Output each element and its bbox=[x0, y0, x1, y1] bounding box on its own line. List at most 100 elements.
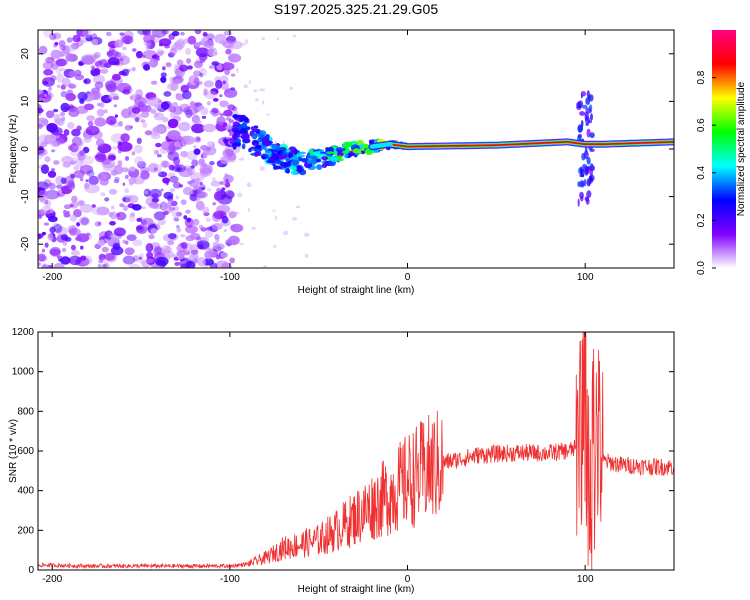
spectrogram-ridge-blob bbox=[261, 146, 266, 150]
spectrogram-noise-blob bbox=[174, 63, 181, 69]
spectrogram-noise-blob bbox=[137, 30, 149, 36]
spectrogram-noise-blob bbox=[129, 166, 136, 172]
spectrogram-noise-blob bbox=[67, 180, 75, 188]
spectrogram-noise-blob bbox=[93, 54, 99, 59]
spectrogram-noise-blob bbox=[162, 177, 171, 184]
spectrogram-noise-blob bbox=[143, 34, 155, 44]
spectrogram-noise-blob bbox=[43, 69, 54, 76]
spectrogram-noise-blob bbox=[94, 221, 102, 227]
spectrogram-noise-blob bbox=[201, 115, 207, 119]
spectrogram-noise-blob bbox=[100, 68, 109, 74]
spectrogram-noise-blob bbox=[109, 47, 116, 52]
spectrogram-noise-blob bbox=[101, 158, 116, 169]
spectrogram-noise-blob bbox=[156, 51, 163, 57]
spectrogram-noise-blob bbox=[225, 178, 229, 183]
spectrogram-noise-blob bbox=[136, 225, 145, 233]
colorbar-tick-label: 0.2 bbox=[696, 213, 707, 227]
spectrogram-noise-blob bbox=[79, 149, 85, 156]
spectrogram-noise-blob bbox=[51, 149, 56, 153]
spectrogram-noise-blob bbox=[102, 162, 117, 172]
spectrogram-noise-blob bbox=[168, 199, 173, 205]
spectrogram-noise-blob bbox=[94, 117, 106, 127]
spectrogram-ridge-blob bbox=[315, 151, 321, 156]
spectrogram-noise-blob bbox=[185, 48, 192, 55]
spectrogram-noise-blob bbox=[104, 62, 112, 69]
spectrogram-noise-blob bbox=[97, 221, 102, 226]
spectrogram-noise-blob bbox=[180, 234, 186, 238]
spectrogram-ridge-blob bbox=[271, 152, 277, 158]
spectrogram-noise-blob bbox=[193, 144, 197, 149]
spectrogram-noise-blob bbox=[212, 202, 216, 206]
spectrogram-noise-blob bbox=[74, 201, 80, 207]
spectrogram-noise-blob bbox=[304, 253, 309, 259]
spectrogram-noise-blob bbox=[83, 78, 91, 85]
spectrogram-noise-blob bbox=[103, 109, 108, 114]
spectrogram-noise-blob bbox=[86, 115, 95, 122]
spectrogram-noise-blob bbox=[53, 224, 63, 233]
spectrogram-noise-blob bbox=[160, 72, 167, 78]
spectrogram-noise-blob bbox=[244, 39, 249, 44]
spectrogram-ridge-blob bbox=[307, 159, 312, 164]
spectrogram-burst-blob bbox=[588, 104, 593, 113]
spectrogram-noise-blob bbox=[85, 179, 89, 183]
spectrogram-noise-blob bbox=[93, 74, 105, 84]
spectrogram-noise-blob bbox=[229, 132, 232, 137]
spectrogram-noise-blob bbox=[98, 259, 103, 264]
spectrogram-noise-blob bbox=[225, 124, 233, 130]
spectrogram-noise-blob bbox=[85, 232, 91, 236]
spectrogram-noise-blob bbox=[38, 134, 53, 144]
spectrogram-noise-blob bbox=[73, 165, 80, 171]
spectrogram-noise-blob bbox=[186, 58, 192, 64]
spectrogram-noise-cloud bbox=[38, 30, 310, 268]
spectrogram-noise-blob bbox=[65, 52, 74, 62]
spectrogram-burst-blob bbox=[589, 175, 593, 181]
spectrogram-noise-blob bbox=[292, 34, 297, 38]
spectrogram-ridge-blob bbox=[324, 160, 329, 166]
spectrogram-ridge-blob bbox=[251, 139, 259, 146]
spectrogram-ridge-blob bbox=[254, 145, 262, 149]
spectrogram-burst-blob bbox=[590, 113, 593, 121]
spectrogram-ridge-blob bbox=[287, 152, 293, 159]
spectrogram-noise-blob bbox=[121, 108, 132, 119]
spectrogram-noise-blob bbox=[212, 241, 220, 248]
colorbar-tick-label: 0.6 bbox=[696, 118, 707, 132]
spectrogram-noise-blob bbox=[38, 93, 52, 103]
spectrogram-noise-blob bbox=[44, 94, 47, 97]
spectrogram-noise-blob bbox=[195, 47, 210, 58]
spectrogram-noise-blob bbox=[138, 253, 145, 258]
spectrogram-ridge bbox=[231, 90, 674, 207]
spectrogram-noise-blob bbox=[66, 210, 70, 215]
spectrogram-noise-blob bbox=[50, 141, 58, 147]
spectrogram-noise-blob bbox=[171, 30, 180, 37]
x-tick-label: -200 bbox=[42, 574, 62, 585]
spectrogram-noise-blob bbox=[43, 222, 50, 226]
spectrogram-noise-blob bbox=[162, 210, 169, 216]
spectrogram-noise-blob bbox=[140, 170, 150, 180]
spectrogram-noise-blob bbox=[222, 62, 231, 70]
spectrogram-noise-blob bbox=[41, 231, 47, 236]
spectrogram-noise-blob bbox=[131, 67, 136, 72]
snr-series-line bbox=[38, 332, 674, 570]
spectrogram-noise-blob bbox=[153, 211, 166, 221]
spectrogram-noise-blob bbox=[112, 242, 121, 250]
spectrogram-noise-blob bbox=[161, 160, 170, 168]
spectrogram-noise-blob bbox=[169, 188, 176, 192]
spectrogram-noise-blob bbox=[161, 117, 169, 123]
spectrogram-noise-blob bbox=[295, 205, 301, 209]
spectrogram-noise-blob bbox=[203, 80, 214, 88]
x-tick-label: 100 bbox=[577, 574, 594, 585]
spectrogram-noise-blob bbox=[91, 66, 95, 71]
spectrogram-burst-blob bbox=[584, 145, 588, 155]
spectrogram-noise-blob bbox=[61, 155, 73, 164]
spectrogram-ridge-blob bbox=[267, 156, 276, 164]
spectrogram-noise-blob bbox=[80, 255, 87, 261]
spectrogram-noise-blob bbox=[91, 33, 98, 40]
spectrogram-noise-blob bbox=[78, 62, 83, 67]
colorbar-tick-label: 0.8 bbox=[696, 70, 707, 84]
spectrogram-noise-blob bbox=[86, 170, 95, 177]
spectrogram-burst-blob bbox=[586, 190, 592, 199]
spectrogram-noise-blob bbox=[206, 163, 214, 173]
spectrogram-noise-blob bbox=[259, 166, 265, 172]
spectrogram-noise-blob bbox=[202, 206, 210, 214]
spectrogram-noise-blob bbox=[183, 186, 193, 196]
